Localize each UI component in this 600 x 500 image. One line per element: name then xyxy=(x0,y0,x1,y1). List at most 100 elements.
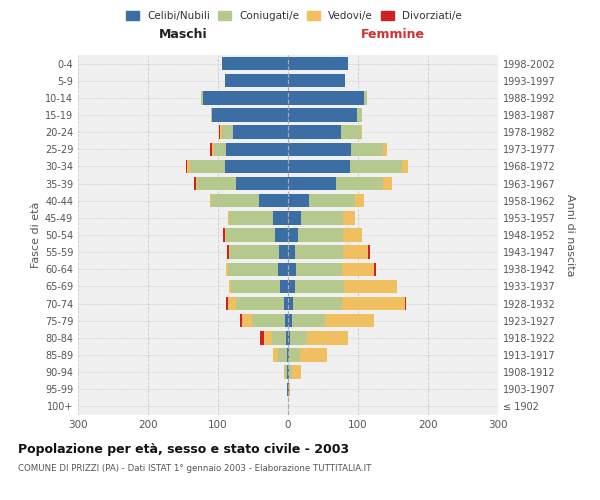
Bar xyxy=(222,126,233,139)
Bar xyxy=(225,228,226,241)
Bar xyxy=(226,262,228,276)
Bar xyxy=(190,160,225,173)
Bar xyxy=(272,211,288,224)
Bar xyxy=(350,160,402,173)
Bar xyxy=(355,194,364,207)
Bar xyxy=(288,160,350,173)
Bar xyxy=(368,246,370,259)
Bar xyxy=(296,262,342,276)
Bar xyxy=(218,126,220,139)
Bar xyxy=(222,57,288,70)
Bar xyxy=(241,314,242,328)
Bar xyxy=(292,366,301,379)
Bar xyxy=(235,177,288,190)
Bar xyxy=(287,382,288,396)
Bar xyxy=(275,228,288,241)
Bar xyxy=(260,331,263,344)
Bar xyxy=(212,142,214,156)
Bar xyxy=(325,314,374,328)
Bar xyxy=(280,280,288,293)
Bar xyxy=(288,194,309,207)
Bar xyxy=(288,366,289,379)
Bar xyxy=(342,262,374,276)
Bar xyxy=(288,177,335,190)
Bar xyxy=(295,246,343,259)
Bar xyxy=(288,57,348,70)
Bar xyxy=(214,142,226,156)
Bar xyxy=(292,314,325,328)
Bar xyxy=(298,228,343,241)
Bar xyxy=(343,246,368,259)
Bar xyxy=(295,280,344,293)
Bar xyxy=(228,297,236,310)
Bar xyxy=(288,91,364,104)
Bar xyxy=(351,142,383,156)
Bar xyxy=(242,314,251,328)
Y-axis label: Anni di nascita: Anni di nascita xyxy=(565,194,575,276)
Bar xyxy=(278,348,287,362)
Bar xyxy=(225,160,288,173)
Bar xyxy=(229,211,272,224)
Bar xyxy=(211,108,212,122)
Text: COMUNE DI PRIZZI (PA) - Dati ISTAT 1° gennaio 2003 - Elaborazione TUTTITALIA.IT: COMUNE DI PRIZZI (PA) - Dati ISTAT 1° ge… xyxy=(18,464,371,473)
Bar xyxy=(300,348,326,362)
Bar xyxy=(220,126,222,139)
Bar xyxy=(288,74,346,88)
Text: Popolazione per età, sesso e stato civile - 2003: Popolazione per età, sesso e stato civil… xyxy=(18,442,349,456)
Bar xyxy=(288,142,351,156)
Bar xyxy=(279,246,288,259)
Bar xyxy=(383,142,387,156)
Bar xyxy=(226,142,288,156)
Bar xyxy=(223,228,225,241)
Bar xyxy=(288,382,289,396)
Bar xyxy=(383,177,392,190)
Bar xyxy=(201,91,203,104)
Bar xyxy=(186,160,187,173)
Bar xyxy=(226,228,275,241)
Bar xyxy=(229,280,230,293)
Bar xyxy=(288,108,356,122)
Bar xyxy=(197,177,235,190)
Bar xyxy=(233,126,288,139)
Bar xyxy=(288,297,293,310)
Bar xyxy=(203,91,288,104)
Bar xyxy=(361,126,362,139)
Bar xyxy=(289,366,292,379)
Bar xyxy=(289,348,300,362)
Bar xyxy=(374,262,376,276)
Bar xyxy=(278,262,288,276)
Bar xyxy=(272,331,286,344)
Bar xyxy=(288,211,301,224)
Bar xyxy=(293,297,342,310)
Bar xyxy=(212,108,288,122)
Bar xyxy=(342,297,405,310)
Bar xyxy=(288,348,289,362)
Bar xyxy=(196,177,197,190)
Bar xyxy=(259,194,288,207)
Bar xyxy=(356,108,362,122)
Legend: Celibi/Nubili, Coniugati/e, Vedovi/e, Divorziati/e: Celibi/Nubili, Coniugati/e, Vedovi/e, Di… xyxy=(123,8,465,24)
Bar xyxy=(287,348,288,362)
Bar xyxy=(286,331,288,344)
Bar xyxy=(307,331,347,344)
Text: Femmine: Femmine xyxy=(361,28,425,42)
Bar xyxy=(343,211,355,224)
Bar xyxy=(230,246,279,259)
Bar xyxy=(285,366,287,379)
Bar xyxy=(288,228,298,241)
Bar xyxy=(187,160,190,173)
Bar xyxy=(364,91,367,104)
Bar xyxy=(288,262,296,276)
Bar xyxy=(402,160,408,173)
Bar xyxy=(284,366,285,379)
Bar xyxy=(236,297,284,310)
Bar xyxy=(209,194,211,207)
Bar xyxy=(272,348,278,362)
Bar xyxy=(289,382,290,396)
Bar xyxy=(285,314,288,328)
Bar xyxy=(229,246,230,259)
Bar xyxy=(309,194,355,207)
Bar xyxy=(344,280,397,293)
Bar xyxy=(335,177,383,190)
Bar xyxy=(341,126,361,139)
